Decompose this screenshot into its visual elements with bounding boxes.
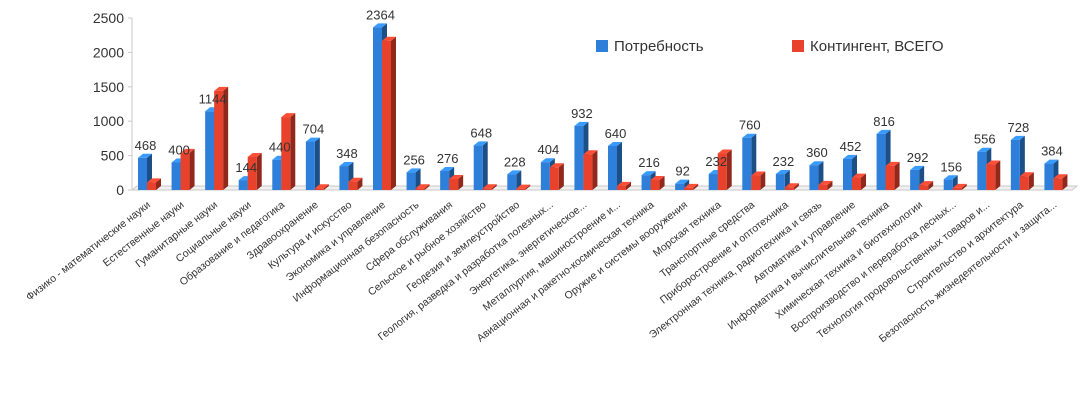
data-label-potrebnost: 384 bbox=[1041, 144, 1063, 159]
bar-potrebnost bbox=[305, 137, 320, 190]
data-label-potrebnost: 292 bbox=[907, 150, 929, 165]
data-label-potrebnost: 256 bbox=[403, 152, 425, 167]
legend-swatch-kontingent bbox=[792, 40, 804, 52]
data-label-potrebnost: 92 bbox=[675, 164, 689, 179]
bar-kontingent bbox=[1019, 172, 1034, 190]
bar-kontingent bbox=[180, 148, 195, 190]
bar-kontingent bbox=[617, 181, 631, 190]
data-label-potrebnost: 228 bbox=[504, 154, 526, 169]
bar-kontingent bbox=[852, 173, 866, 190]
bar-kontingent bbox=[348, 177, 363, 190]
y-tick-label: 1000 bbox=[93, 113, 124, 129]
bar-kontingent bbox=[952, 183, 967, 190]
bar-kontingent bbox=[281, 113, 296, 190]
bar-kontingent bbox=[247, 152, 262, 190]
y-tick-label: 0 bbox=[116, 182, 124, 198]
bar-potrebnost bbox=[507, 170, 522, 190]
data-label-potrebnost: 932 bbox=[571, 106, 593, 121]
legend-swatch-potrebnost bbox=[596, 40, 608, 52]
data-label-potrebnost: 640 bbox=[605, 126, 627, 141]
bar-kontingent bbox=[583, 150, 598, 190]
bar-kontingent bbox=[650, 176, 665, 190]
bar-kontingent bbox=[919, 181, 934, 190]
data-label-potrebnost: 760 bbox=[739, 118, 761, 133]
bar-kontingent bbox=[1053, 174, 1068, 190]
bar-kontingent bbox=[482, 184, 497, 190]
data-label-potrebnost: 440 bbox=[269, 140, 291, 155]
bar-kontingent bbox=[784, 183, 799, 190]
y-tick-label: 500 bbox=[101, 148, 125, 164]
legend-label-kontingent: Контингент, ВСЕГО bbox=[810, 38, 944, 55]
data-label-potrebnost: 728 bbox=[1008, 120, 1030, 135]
y-tick-label: 1500 bbox=[93, 79, 124, 95]
data-label-potrebnost: 156 bbox=[940, 159, 962, 174]
legend: Потребность Контингент, ВСЕГО bbox=[596, 38, 944, 55]
data-label-potrebnost: 704 bbox=[303, 122, 325, 137]
bar-kontingent bbox=[516, 184, 531, 190]
bar-kontingent bbox=[449, 174, 464, 190]
bar-kontingent bbox=[986, 160, 1001, 190]
bar-kontingent bbox=[147, 178, 161, 190]
data-label-potrebnost: 144 bbox=[235, 160, 257, 175]
data-label-potrebnost: 216 bbox=[638, 155, 660, 170]
data-label-potrebnost: 276 bbox=[437, 151, 459, 166]
y-tick-label: 2500 bbox=[93, 10, 124, 26]
bar-kontingent bbox=[214, 86, 229, 190]
legend-label-potrebnost: Потребность bbox=[614, 38, 704, 55]
bar-kontingent bbox=[382, 36, 396, 191]
bar-kontingent bbox=[885, 161, 900, 190]
bars-layer bbox=[138, 23, 1068, 191]
data-label-potrebnost: 468 bbox=[135, 138, 157, 153]
data-label-potrebnost: 360 bbox=[806, 145, 828, 160]
bar-potrebnost bbox=[608, 141, 622, 190]
data-label-potrebnost: 232 bbox=[705, 154, 727, 169]
bar-kontingent bbox=[684, 183, 699, 190]
data-label-potrebnost: 2364 bbox=[366, 7, 395, 22]
data-label-potrebnost: 452 bbox=[840, 139, 862, 154]
axis-layer: 0 500 1000 1500 2000 2500 bbox=[93, 10, 1079, 198]
data-label-potrebnost: 1144 bbox=[199, 91, 227, 106]
data-label-potrebnost: 648 bbox=[470, 125, 492, 140]
bar-potrebnost bbox=[473, 141, 488, 190]
data-label-potrebnost: 348 bbox=[336, 146, 358, 161]
data-label-potrebnost: 400 bbox=[168, 142, 190, 157]
bar-kontingent bbox=[415, 184, 430, 190]
bar-kontingent bbox=[818, 180, 833, 190]
bar-kontingent bbox=[549, 163, 564, 190]
data-label-potrebnost: 816 bbox=[873, 114, 895, 129]
data-label-potrebnost: 556 bbox=[974, 132, 996, 147]
data-label-potrebnost: 232 bbox=[773, 154, 795, 169]
bar-kontingent bbox=[314, 184, 329, 190]
bar-kontingent bbox=[717, 149, 732, 190]
bar-potrebnost bbox=[406, 168, 421, 190]
data-label-potrebnost: 404 bbox=[538, 142, 560, 157]
x-tick-label: Физико - математические науки bbox=[24, 199, 153, 304]
y-tick-label: 2000 bbox=[93, 44, 124, 60]
bar-kontingent bbox=[751, 171, 766, 190]
